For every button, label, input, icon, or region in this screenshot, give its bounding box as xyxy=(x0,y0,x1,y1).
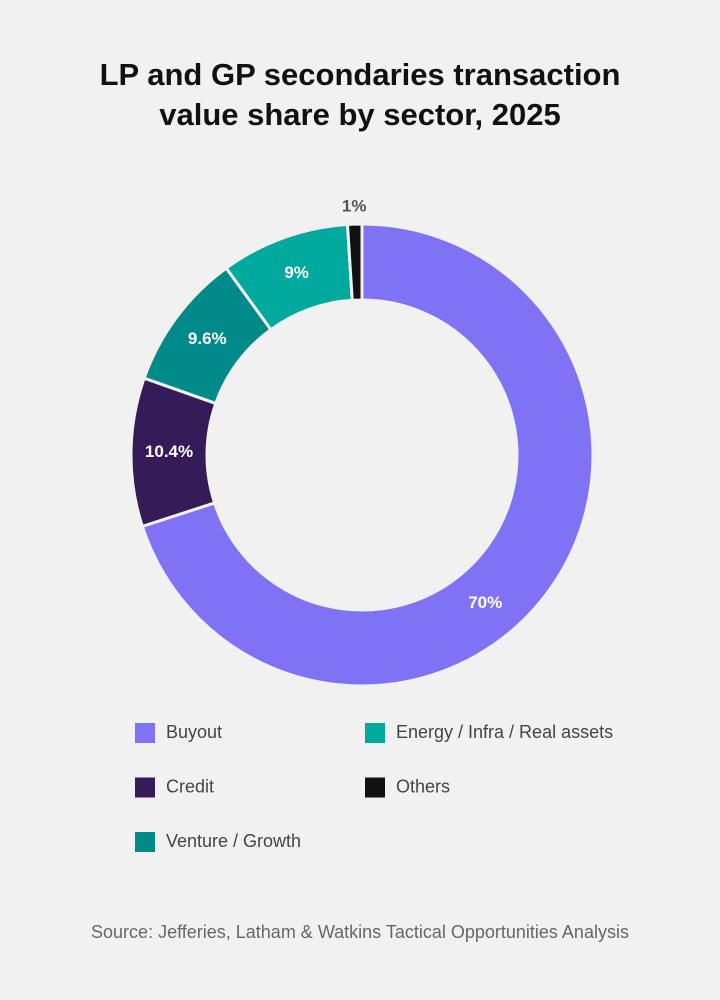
legend-swatch xyxy=(135,777,155,798)
slice xyxy=(140,222,595,688)
source: Source: Jefferies, Latham & Watkins Tact… xyxy=(91,922,629,942)
legend-label: Credit xyxy=(166,776,214,796)
slice xyxy=(345,222,364,302)
data-label: 1% xyxy=(342,197,367,216)
legend-swatch xyxy=(135,723,155,743)
data-label: 10.4% xyxy=(145,442,193,461)
data-label: 9.6% xyxy=(188,329,227,348)
legend-label: Venture / Growth xyxy=(166,831,301,851)
legend-swatch xyxy=(365,723,385,743)
legend-label: Others xyxy=(396,776,450,796)
chart-title: LP and GP secondaries transaction value … xyxy=(99,57,621,132)
data-label: 9% xyxy=(284,263,309,282)
legend-swatch xyxy=(135,832,155,852)
legend-label: Energy / Infra / Real assets xyxy=(396,722,613,742)
data-label: 70% xyxy=(468,593,502,612)
legend-swatch xyxy=(365,777,385,798)
legend-label: Buyout xyxy=(166,722,222,742)
